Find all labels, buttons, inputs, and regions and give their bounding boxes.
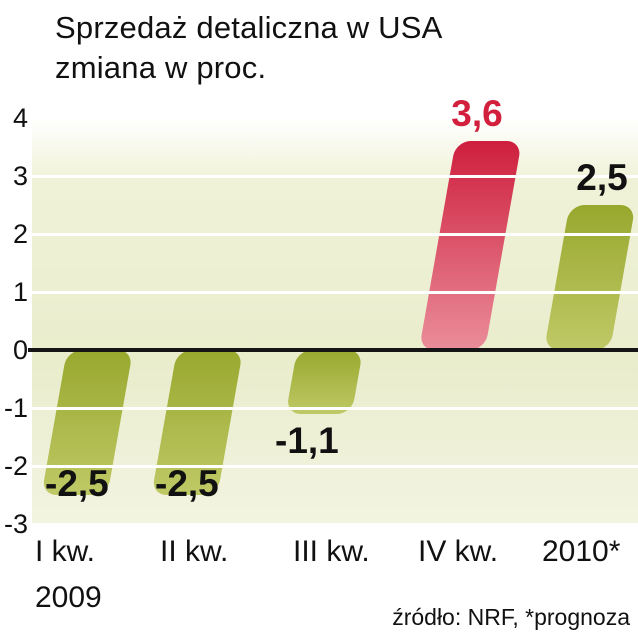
y-grid-line [32, 522, 638, 526]
y-grid-line [32, 464, 638, 468]
x-category-label: IV kw. [418, 535, 499, 568]
bar-value-label: 2,5 [576, 157, 628, 198]
zero-axis-line [28, 348, 638, 352]
y-tick-label: -2 [3, 451, 28, 481]
bar-value-label: -2,5 [45, 463, 109, 504]
y-tick-label: -3 [3, 509, 28, 539]
y-tick-label: 2 [12, 219, 28, 249]
plot-background [32, 118, 638, 526]
x-category-label: III kw. [293, 535, 370, 568]
bar [285, 350, 363, 414]
y-tick-label: 0 [12, 335, 28, 365]
chart-title: Sprzedaż detaliczna w USA zmiana w proc. [55, 8, 443, 88]
y-grid-line [32, 290, 638, 294]
y-grid-line [32, 232, 638, 236]
x-category-label: II kw. [160, 535, 229, 568]
y-tick-label: -1 [3, 393, 28, 423]
x-category-label: 2010* [542, 535, 621, 568]
y-tick-label: 1 [12, 277, 28, 307]
chart-title-line2: zmiana w proc. [55, 50, 267, 85]
source-note: źródło: NRF, *prognoza [392, 604, 630, 630]
y-grid-line [32, 116, 638, 120]
bar-value-label: -2,5 [155, 463, 219, 504]
y-tick-label: 3 [12, 161, 28, 191]
bar-value-label: -1,1 [275, 419, 339, 461]
chart-title-line1: Sprzedaż detaliczna w USA [55, 10, 443, 45]
y-grid-line [32, 406, 638, 410]
bar-value-label: 3,6 [451, 93, 503, 135]
x-category-label: I kw. [35, 535, 96, 568]
y-grid-line [32, 174, 638, 178]
y-tick-label: 4 [12, 103, 28, 133]
x-category-subline: 2009 [35, 581, 102, 614]
